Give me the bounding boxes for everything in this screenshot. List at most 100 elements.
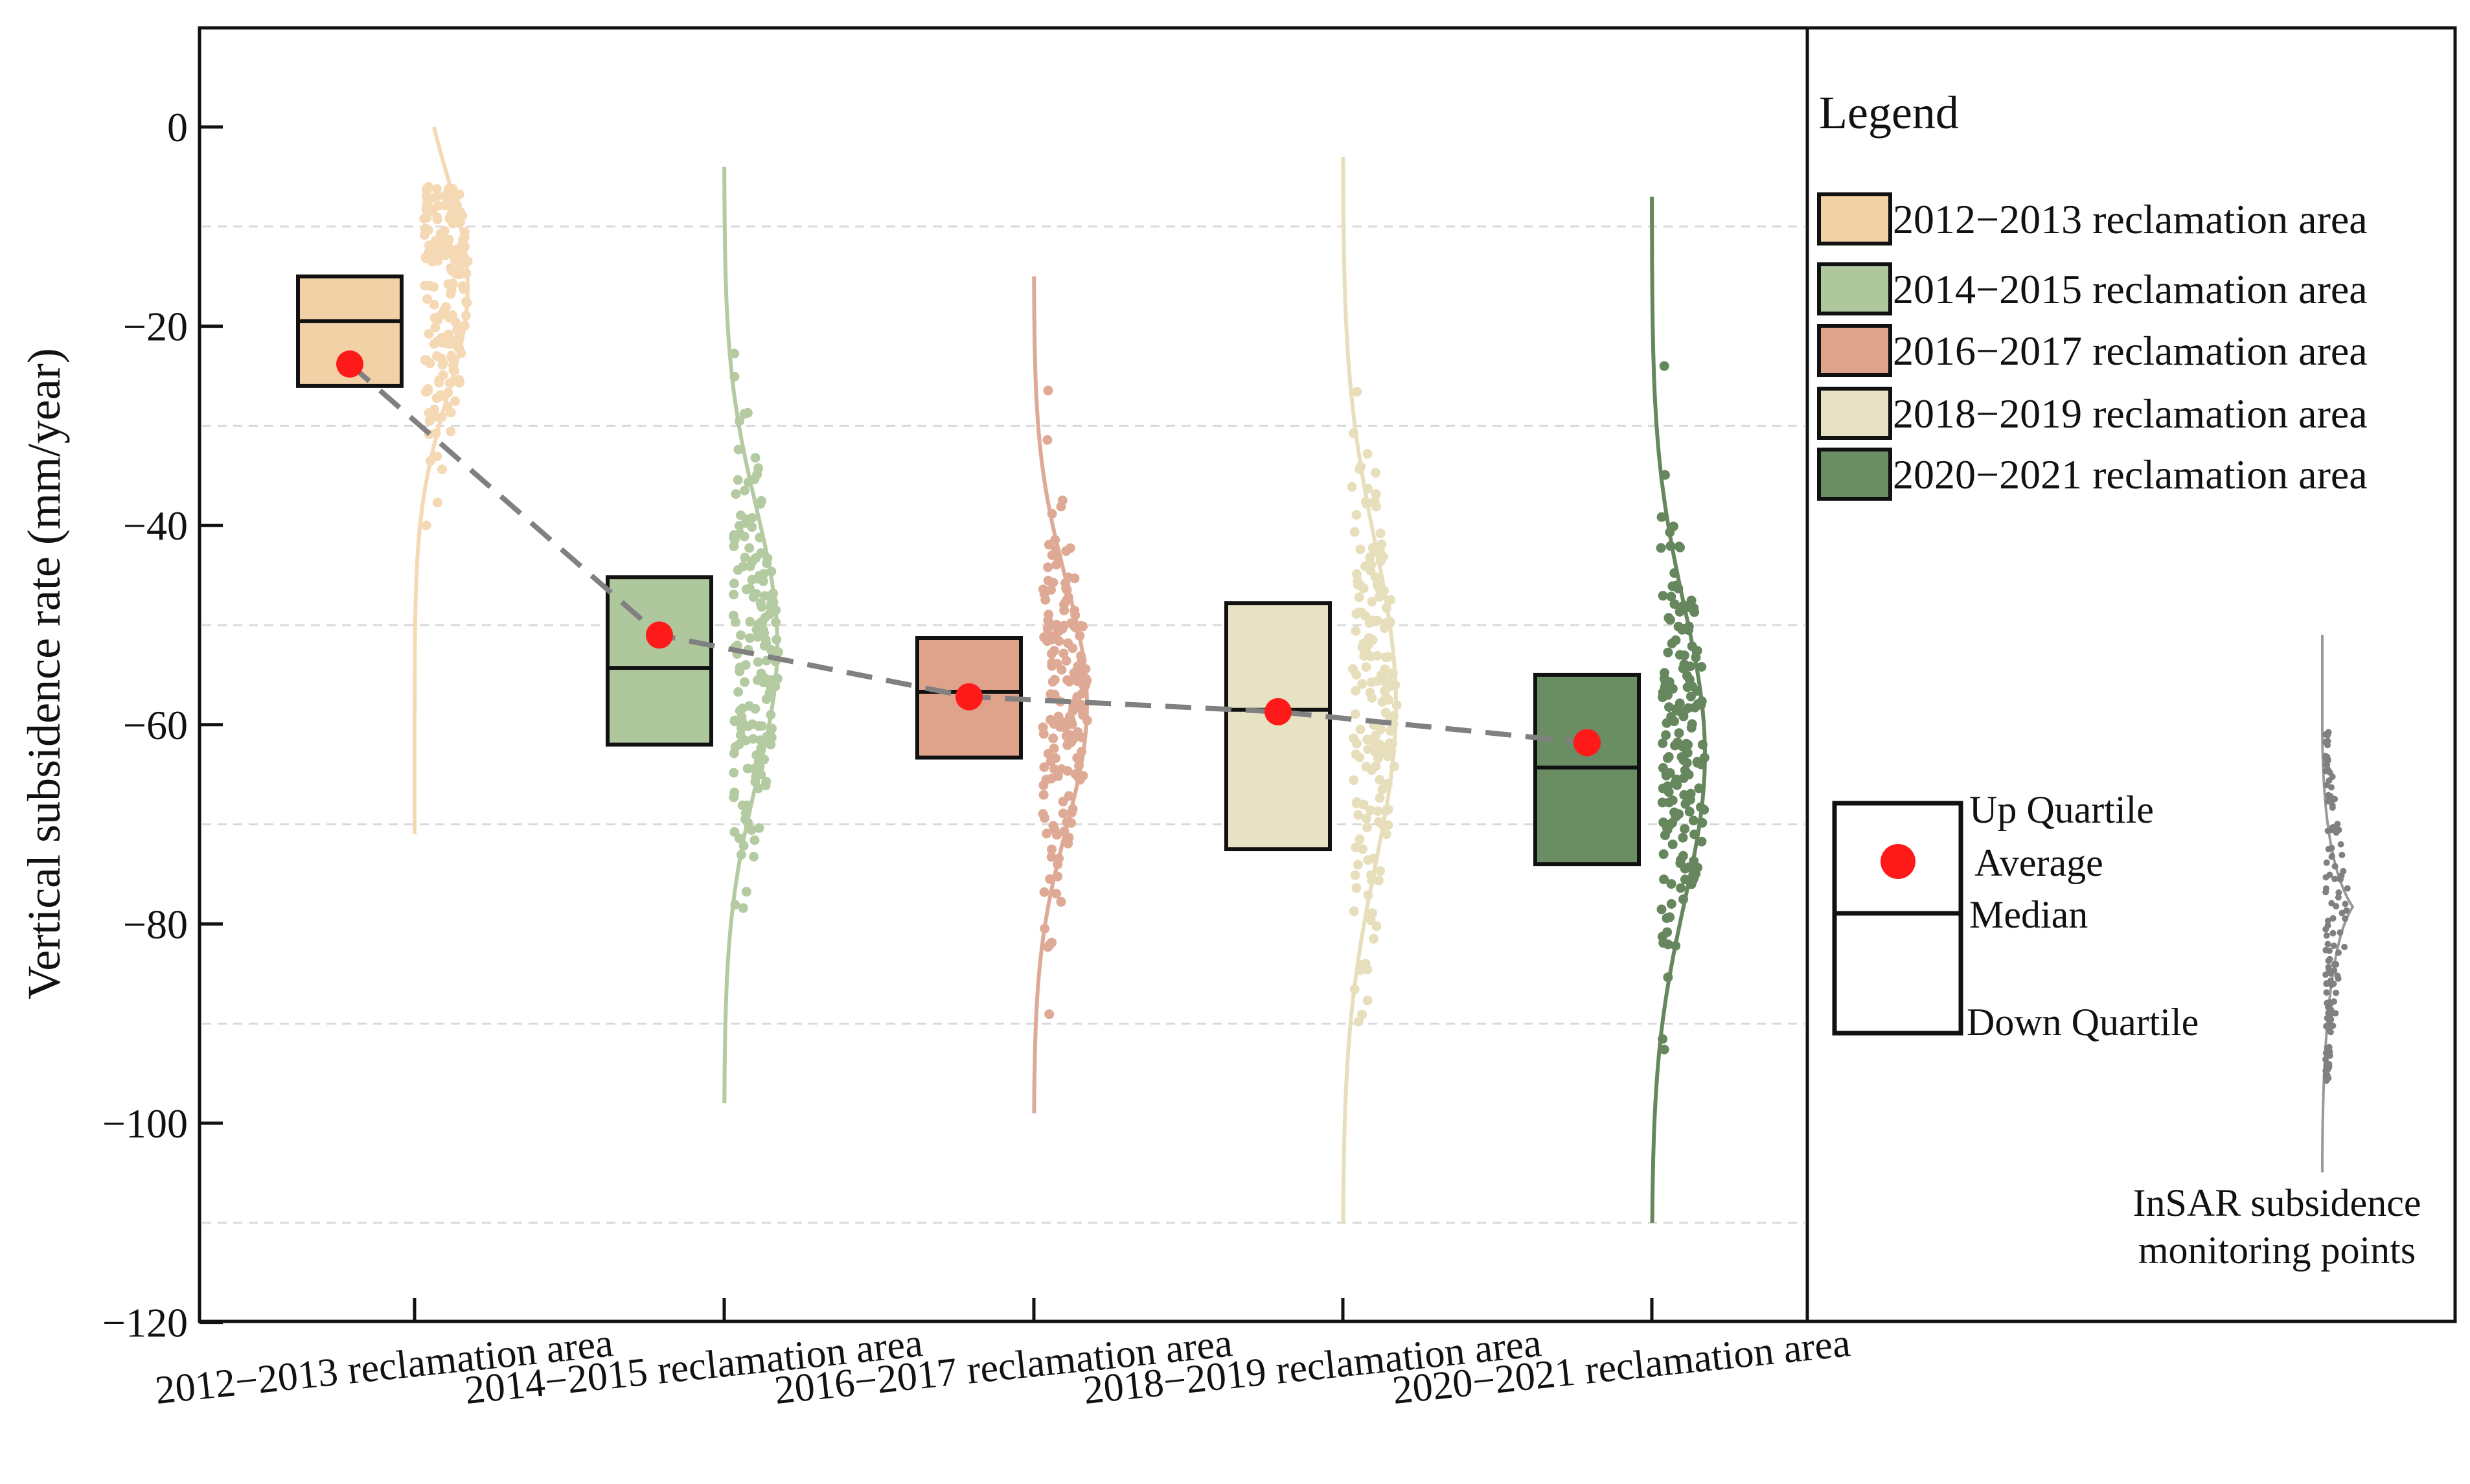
point-2 bbox=[1047, 648, 1057, 659]
point-4 bbox=[1660, 470, 1670, 480]
point-1 bbox=[729, 716, 740, 727]
point-3 bbox=[1363, 744, 1373, 755]
point-2 bbox=[1044, 610, 1054, 620]
point-2 bbox=[1072, 753, 1082, 763]
point-1 bbox=[766, 724, 777, 735]
point-1 bbox=[751, 624, 762, 635]
key-point bbox=[2322, 889, 2329, 896]
point-0 bbox=[450, 190, 460, 201]
point-3 bbox=[1355, 544, 1366, 554]
point-2 bbox=[1066, 737, 1077, 748]
y-tick-label-6: −120 bbox=[102, 1300, 188, 1346]
point-2 bbox=[1063, 838, 1073, 849]
point-0 bbox=[429, 282, 439, 292]
point-3 bbox=[1373, 806, 1383, 816]
point-3 bbox=[1351, 510, 1362, 520]
key-point bbox=[2322, 926, 2329, 933]
point-2 bbox=[1047, 937, 1057, 948]
point-3 bbox=[1358, 844, 1368, 854]
point-4 bbox=[1684, 625, 1693, 635]
point-4 bbox=[1663, 682, 1673, 692]
point-1 bbox=[737, 716, 747, 726]
point-4 bbox=[1675, 542, 1685, 553]
point-4 bbox=[1696, 759, 1706, 770]
point-3 bbox=[1375, 793, 1385, 803]
point-1 bbox=[761, 639, 772, 649]
point-0 bbox=[425, 358, 435, 369]
point-1 bbox=[766, 590, 777, 600]
point-2 bbox=[1046, 852, 1057, 862]
point-4 bbox=[1669, 568, 1680, 578]
point-1 bbox=[729, 589, 738, 600]
point-3 bbox=[1383, 805, 1393, 815]
point-1 bbox=[744, 701, 754, 711]
point-2 bbox=[1076, 651, 1086, 661]
point-0 bbox=[450, 396, 461, 406]
legend-label-2: 2016−2017 reclamation area bbox=[1893, 328, 2368, 374]
point-0 bbox=[446, 352, 457, 363]
point-4 bbox=[1665, 541, 1676, 551]
violin-4 bbox=[1650, 196, 1707, 1223]
point-0 bbox=[452, 325, 463, 335]
point-4 bbox=[1686, 879, 1697, 889]
key-point bbox=[2328, 900, 2335, 907]
point-4 bbox=[1664, 797, 1674, 808]
point-2 bbox=[1074, 760, 1084, 771]
point-4 bbox=[1666, 712, 1676, 722]
point-2 bbox=[1063, 592, 1073, 602]
point-1 bbox=[764, 687, 775, 698]
outer-frame bbox=[198, 26, 2457, 1323]
point-3 bbox=[1352, 387, 1362, 397]
point-4 bbox=[1681, 791, 1691, 801]
point-1 bbox=[744, 543, 755, 553]
y-tick-label-3: −60 bbox=[123, 702, 188, 748]
box-3 bbox=[1224, 601, 1332, 852]
point-0 bbox=[454, 215, 464, 225]
point-1 bbox=[729, 768, 739, 778]
point-2 bbox=[1062, 585, 1072, 595]
point-0 bbox=[436, 310, 446, 320]
point-1 bbox=[729, 348, 740, 359]
point-4 bbox=[1663, 781, 1673, 792]
legend-swatch-3 bbox=[1817, 387, 1892, 440]
point-1 bbox=[750, 453, 760, 463]
key-point bbox=[2322, 1056, 2329, 1063]
point-1 bbox=[743, 477, 753, 488]
point-1 bbox=[735, 730, 746, 740]
key-point bbox=[2333, 961, 2340, 968]
point-2 bbox=[1056, 896, 1066, 907]
point-2 bbox=[1071, 622, 1081, 633]
key-point bbox=[2329, 773, 2336, 781]
point-3 bbox=[1369, 933, 1379, 944]
point-2 bbox=[1038, 790, 1049, 800]
point-3 bbox=[1369, 496, 1380, 507]
point-2 bbox=[1047, 508, 1057, 519]
point-1 bbox=[745, 583, 755, 593]
key-point bbox=[2327, 977, 2334, 985]
point-2 bbox=[1044, 540, 1054, 550]
point-4 bbox=[1658, 692, 1668, 702]
point-2 bbox=[1038, 722, 1048, 733]
point-1 bbox=[739, 531, 749, 542]
point-4 bbox=[1691, 869, 1701, 879]
point-2 bbox=[1050, 630, 1060, 640]
point-3 bbox=[1383, 751, 1393, 762]
key-point bbox=[2331, 875, 2338, 882]
point-1 bbox=[747, 522, 757, 532]
point-1 bbox=[731, 617, 741, 627]
y-axis-title: Vertical subsidence rate (mm/year) bbox=[18, 348, 70, 999]
key-point bbox=[2323, 1023, 2330, 1030]
point-4 bbox=[1667, 839, 1678, 850]
point-4 bbox=[1669, 807, 1680, 817]
point-3 bbox=[1365, 687, 1375, 698]
point-3 bbox=[1375, 775, 1385, 785]
key-points-label-line2: monitoring points bbox=[2138, 1229, 2416, 1272]
legend-label-3: 2018−2019 reclamation area bbox=[1893, 391, 2368, 437]
point-3 bbox=[1351, 686, 1361, 696]
point-4 bbox=[1688, 816, 1698, 826]
point-4 bbox=[1659, 874, 1669, 885]
point-1 bbox=[762, 553, 773, 564]
legend: Legend 2012−2013 reclamation area 2014−20… bbox=[1817, 87, 2368, 501]
point-3 bbox=[1348, 428, 1358, 439]
point-3 bbox=[1358, 799, 1369, 810]
